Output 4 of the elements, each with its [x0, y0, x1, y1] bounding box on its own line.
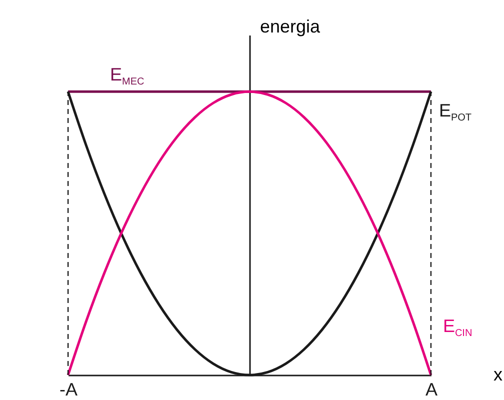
- x-tick-label: A: [425, 380, 438, 400]
- x-tick-label: -A: [60, 380, 78, 400]
- y-axis-title: energia: [260, 16, 322, 36]
- x-axis-title: x: [494, 364, 502, 384]
